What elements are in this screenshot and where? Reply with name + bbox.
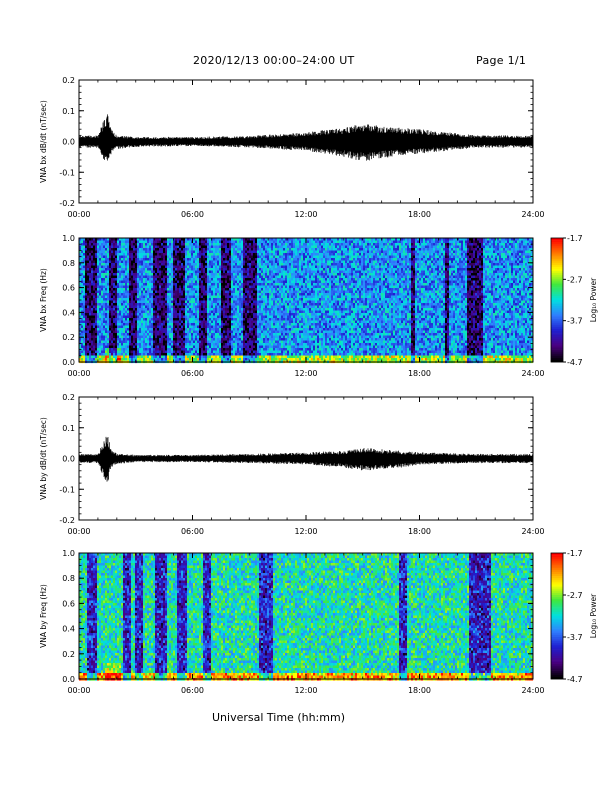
y-tick-label: -0.2 [59, 199, 75, 208]
x-tick-label: 06:00 [181, 527, 204, 536]
x-tick-label: 00:00 [67, 210, 90, 219]
x-axis-3: 00:00 06:00 12:00 18:00 24:00 [67, 397, 545, 536]
x-axis-1: 00:00 06:00 12:00 18:00 24:00 [67, 80, 545, 219]
y-axis-title: VNA by dB/dt (nT/sec) [39, 417, 48, 500]
x-tick-label: 18:00 [408, 210, 431, 219]
y-tick-label: -0.1 [59, 168, 75, 177]
x-tick-label: 12:00 [294, 210, 317, 219]
y-tick-label: 0.6 [62, 599, 75, 608]
x-tick-label: 12:00 [294, 686, 317, 695]
y-tick-label: 0.1 [62, 424, 75, 433]
colorbar-tick-label: -2.7 [567, 591, 583, 600]
x-axis-title: Universal Time (hh:mm) [212, 711, 345, 724]
x-tick-label: 18:00 [408, 527, 431, 536]
colorbar: -1.7 -2.7 -3.7 -4.7 Log₁₀ Power [550, 549, 598, 684]
x-tick-label: 24:00 [521, 686, 544, 695]
y-axis-4: 1.0 0.8 0.6 0.4 0.2 0.0 VNA by Freq (Hz) [39, 549, 533, 684]
x-axis-2: 00:00 06:00 12:00 18:00 24:00 [67, 238, 545, 378]
y-axis-2: 1.0 0.8 0.6 0.4 0.2 0.0 VNA bx Freq (Hz) [39, 234, 533, 367]
y-tick-label: -0.1 [59, 485, 75, 494]
y-tick-label: 0.2 [62, 650, 75, 659]
y-tick-label: 0.0 [62, 358, 75, 367]
heatmap-cells [79, 238, 534, 364]
colorbar-tick-label: -4.7 [567, 675, 583, 684]
series-trace [78, 436, 534, 482]
y-tick-label: 0.1 [62, 107, 75, 116]
x-tick-label: 06:00 [181, 686, 204, 695]
colorbar-tick-label: -2.7 [567, 275, 583, 284]
x-tick-label: 06:00 [181, 369, 204, 378]
y-tick-label: 0.4 [62, 625, 75, 634]
x-tick-label: 24:00 [521, 210, 544, 219]
x-tick-label: 18:00 [408, 369, 431, 378]
x-axis-4: 00:00 06:00 12:00 18:00 24:00 [67, 553, 545, 695]
y-tick-label: 1.0 [62, 234, 75, 243]
x-tick-label: 12:00 [294, 369, 317, 378]
y-tick-label: 0.8 [62, 574, 75, 583]
x-tick-label: 06:00 [181, 210, 204, 219]
y-tick-label: 0.2 [62, 333, 75, 342]
colorbar-title: Log₁₀ Power [589, 593, 598, 638]
y-tick-label: 0.0 [62, 675, 75, 684]
x-tick-label: 24:00 [521, 369, 544, 378]
y-tick-label: 0.4 [62, 308, 75, 317]
y-tick-label: 0.8 [62, 259, 75, 268]
y-axis-title: VNA bx dB/dt (nT/sec) [39, 100, 48, 183]
y-axis-title: VNA bx Freq (Hz) [39, 268, 48, 332]
y-tick-label: -0.2 [59, 516, 75, 525]
series-trace [78, 114, 534, 161]
y-axis-3: 0.2 0.1 0.0 -0.1 -0.2 VNA by dB/dt (nT/sec) [39, 393, 533, 525]
y-tick-label: 0.0 [62, 138, 75, 147]
heatmap-cells [79, 553, 534, 681]
y-tick-label: 0.0 [62, 455, 75, 464]
x-tick-label: 18:00 [408, 686, 431, 695]
colorbar-tick-label: -3.7 [567, 633, 583, 642]
colorbar-tick-label: -4.7 [567, 358, 583, 367]
colorbar-frame [550, 237, 564, 363]
page-number: Page 1/1 [476, 54, 526, 67]
colorbar-tick-label: -1.7 [567, 549, 583, 558]
x-tick-label: 00:00 [67, 527, 90, 536]
colorbar-title: Log₁₀ Power [589, 277, 598, 322]
y-axis-1: 0.2 0.1 0.0 -0.1 -0.2 VNA bx dB/dt (nT/sec) [39, 76, 533, 208]
colorbar: -1.7 -2.7 -3.7 -4.7 Log₁₀ Power [550, 234, 598, 367]
colorbar-tick-label: -3.7 [567, 317, 583, 326]
y-tick-label: 0.2 [62, 393, 75, 402]
colorbar-tick-label: -1.7 [567, 234, 583, 243]
y-tick-label: 0.2 [62, 76, 75, 85]
x-tick-label: 12:00 [294, 527, 317, 536]
y-tick-label: 1.0 [62, 549, 75, 558]
x-tick-label: 00:00 [67, 369, 90, 378]
report-title: 2020/12/13 00:00–24:00 UT [193, 54, 355, 67]
colorbar-frame [550, 552, 564, 680]
x-tick-label: 00:00 [67, 686, 90, 695]
y-tick-label: 0.6 [62, 284, 75, 293]
y-axis-title: VNA by Freq (Hz) [39, 584, 48, 648]
x-tick-label: 24:00 [521, 527, 544, 536]
